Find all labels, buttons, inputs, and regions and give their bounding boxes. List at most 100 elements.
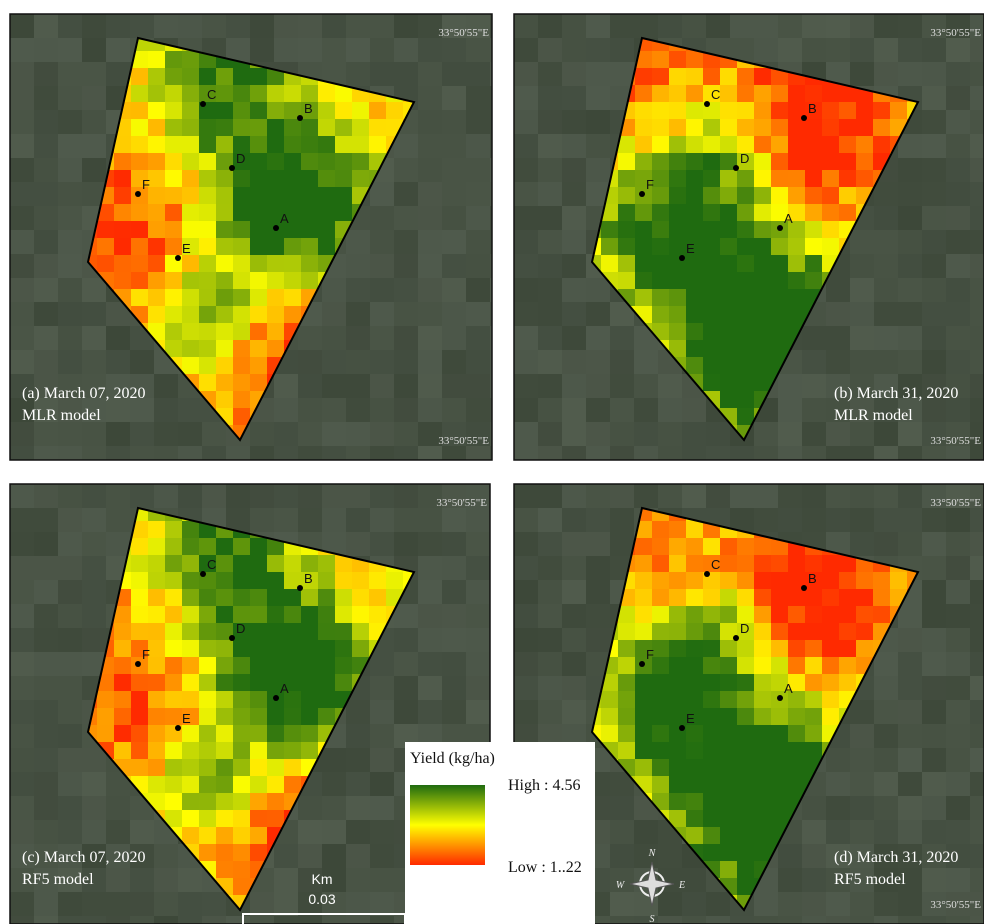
yield-cell: [216, 221, 233, 238]
yield-cell: [233, 289, 250, 306]
background-cell: [34, 14, 58, 38]
yield-cell: [737, 221, 754, 238]
yield-cell: [216, 391, 233, 408]
background-cell: [874, 38, 898, 62]
yield-cell: [737, 538, 754, 555]
yield-cell: [703, 238, 720, 255]
yield-cell: [233, 68, 250, 85]
yield-cell: [267, 306, 284, 323]
point-label: C: [711, 557, 720, 572]
background-cell: [34, 748, 58, 772]
yield-cell: [165, 306, 182, 323]
background-cell: [490, 446, 514, 470]
yield-cell: [703, 289, 720, 306]
background-cell: [298, 350, 322, 374]
background-cell: [586, 604, 610, 628]
background-cell: [658, 374, 682, 398]
yield-cell: [788, 85, 805, 102]
yield-cell: [737, 255, 754, 272]
background-cell: [322, 278, 346, 302]
yield-cell: [669, 708, 686, 725]
yield-cell: [148, 170, 165, 187]
yield-cell: [250, 68, 267, 85]
background-cell: [82, 820, 106, 844]
coordinate-label: 33°50'55"E: [930, 27, 981, 39]
yield-cell: [618, 657, 635, 674]
background-cell: [682, 446, 706, 470]
yield-cell: [131, 589, 148, 606]
yield-cell: [199, 691, 216, 708]
background-cell: [970, 748, 984, 772]
background-cell: [34, 446, 58, 470]
background-cell: [82, 796, 106, 820]
background-cell: [418, 86, 442, 110]
background-cell: [706, 422, 730, 446]
yield-cell: [284, 589, 301, 606]
yield-cell: [318, 204, 335, 221]
yield-cell: [686, 759, 703, 776]
yield-cell: [267, 742, 284, 759]
background-cell: [106, 422, 130, 446]
background-cell: [418, 62, 442, 86]
background-cell: [10, 820, 34, 844]
yield-cell: [148, 136, 165, 153]
yield-cell: [284, 306, 301, 323]
background-cell: [466, 254, 490, 278]
yield-cell: [788, 640, 805, 657]
background-cell: [442, 580, 466, 604]
yield-cell: [805, 589, 822, 606]
background-cell: [370, 724, 394, 748]
background-cell: [58, 604, 82, 628]
yield-cell: [754, 187, 771, 204]
background-cell: [34, 38, 58, 62]
background-cell: [970, 62, 984, 86]
background-cell: [370, 206, 394, 230]
yield-cell: [686, 306, 703, 323]
yield-cell: [737, 861, 754, 878]
yield-cell: [856, 623, 873, 640]
background-cell: [82, 62, 106, 86]
background-cell: [946, 916, 970, 924]
background-cell: [394, 446, 418, 470]
background-cell: [778, 892, 802, 916]
background-cell: [514, 182, 538, 206]
yield-cell: [267, 810, 284, 827]
background-cell: [58, 446, 82, 470]
yield-cell: [771, 238, 788, 255]
yield-cell: [703, 272, 720, 289]
yield-cell: [754, 85, 771, 102]
legend: Yield (kg/ha)High : 4.56Low : 1..22: [405, 742, 595, 924]
background-cell: [154, 398, 178, 422]
background-cell: [346, 916, 370, 924]
background-cell: [370, 38, 394, 62]
background-cell: [562, 86, 586, 110]
yield-cell: [182, 827, 199, 844]
yield-cell: [635, 255, 652, 272]
background-cell: [946, 206, 970, 230]
yield-cell: [822, 102, 839, 119]
yield-cell: [182, 810, 199, 827]
yield-cell: [839, 153, 856, 170]
background-cell: [322, 350, 346, 374]
background-cell: [538, 278, 562, 302]
background-cell: [298, 484, 322, 508]
background-cell: [370, 508, 394, 532]
background-cell: [418, 254, 442, 278]
background-cell: [10, 484, 34, 508]
yield-cell: [822, 572, 839, 589]
yield-cell: [250, 374, 267, 391]
yield-cell: [97, 691, 114, 708]
background-cell: [322, 484, 346, 508]
yield-cell: [635, 606, 652, 623]
background-cell: [610, 446, 634, 470]
yield-cell: [386, 102, 403, 119]
background-cell: [538, 326, 562, 350]
background-cell: [970, 604, 984, 628]
yield-cell: [822, 238, 839, 255]
yield-cell: [114, 204, 131, 221]
yield-cell: [148, 657, 165, 674]
yield-cell: [652, 51, 669, 68]
background-cell: [10, 86, 34, 110]
yield-cell: [233, 323, 250, 340]
yield-cell: [216, 289, 233, 306]
